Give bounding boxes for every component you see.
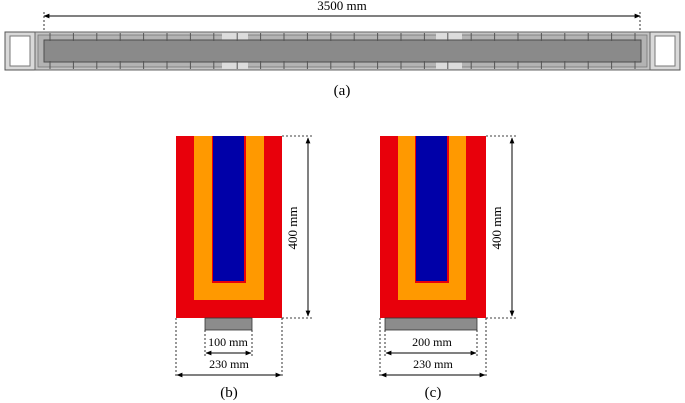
section-width-label-c: 230 mm <box>413 357 453 371</box>
section-width-label-b: 230 mm <box>209 357 249 371</box>
stirrup-ticks <box>49 33 636 69</box>
caption-a: (a) <box>334 83 351 99</box>
height-label-c: 400 mm <box>489 207 504 250</box>
caption-c: (c) <box>425 385 442 401</box>
plate-width-label-b: 100 mm <box>208 335 248 349</box>
plate-width-label-c: 200 mm <box>412 335 452 349</box>
caption-b: (b) <box>220 385 238 401</box>
span-dimension-label: 3500 mm <box>317 0 366 13</box>
panel-c-cross-section: 400 mm 200 mm 230 mm (c) <box>379 135 516 401</box>
beam-body <box>43 39 642 63</box>
steel-plate-c <box>384 317 478 331</box>
core-c <box>416 136 447 281</box>
panel-a-beam-elevation: 3500 mm (a) <box>4 0 681 99</box>
panel-b-cross-section: 400 mm 100 mm 230 mm (b) <box>175 135 312 401</box>
height-label-b: 400 mm <box>285 207 300 250</box>
steel-plate-b <box>204 317 253 331</box>
core-b <box>213 136 244 281</box>
